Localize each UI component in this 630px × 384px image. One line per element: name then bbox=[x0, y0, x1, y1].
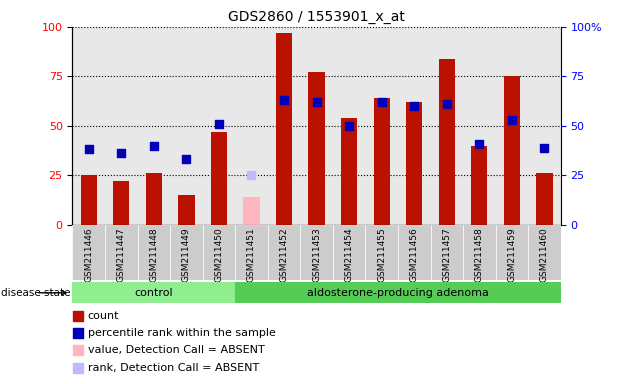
Point bbox=[279, 97, 289, 103]
Bar bbox=[276, 33, 292, 225]
Text: GSM211460: GSM211460 bbox=[540, 227, 549, 282]
Text: GSM211446: GSM211446 bbox=[84, 227, 93, 282]
Point bbox=[214, 121, 224, 127]
Point bbox=[116, 151, 126, 157]
Bar bbox=[105, 225, 137, 280]
Text: percentile rank within the sample: percentile rank within the sample bbox=[88, 328, 276, 338]
Text: GSM211449: GSM211449 bbox=[182, 227, 191, 282]
Bar bbox=[374, 98, 390, 225]
Point bbox=[344, 123, 354, 129]
Bar bbox=[463, 225, 496, 280]
Point bbox=[539, 144, 549, 151]
Point bbox=[442, 101, 452, 107]
Point bbox=[507, 117, 517, 123]
Bar bbox=[496, 225, 528, 280]
Bar bbox=[113, 181, 129, 225]
Text: count: count bbox=[88, 311, 119, 321]
Bar bbox=[243, 197, 260, 225]
Bar bbox=[72, 282, 235, 303]
Bar bbox=[504, 76, 520, 225]
Point bbox=[474, 141, 484, 147]
Bar bbox=[146, 173, 162, 225]
Bar bbox=[471, 146, 488, 225]
Title: GDS2860 / 1553901_x_at: GDS2860 / 1553901_x_at bbox=[228, 10, 405, 25]
Point bbox=[72, 365, 83, 371]
Point bbox=[72, 330, 83, 336]
Bar bbox=[430, 225, 463, 280]
Bar bbox=[406, 102, 422, 225]
Bar bbox=[72, 225, 105, 280]
Bar bbox=[235, 282, 561, 303]
Point bbox=[84, 146, 94, 152]
Bar bbox=[333, 225, 365, 280]
Text: rank, Detection Call = ABSENT: rank, Detection Call = ABSENT bbox=[88, 362, 259, 373]
Text: GSM211450: GSM211450 bbox=[214, 227, 224, 282]
Text: GSM211447: GSM211447 bbox=[117, 227, 126, 282]
Bar bbox=[398, 225, 430, 280]
Text: GSM211456: GSM211456 bbox=[410, 227, 419, 282]
Text: GSM211458: GSM211458 bbox=[475, 227, 484, 282]
Bar bbox=[211, 132, 227, 225]
Bar bbox=[365, 225, 398, 280]
Text: aldosterone-producing adenoma: aldosterone-producing adenoma bbox=[307, 288, 489, 298]
Text: GSM211452: GSM211452 bbox=[280, 227, 289, 282]
Text: GSM211459: GSM211459 bbox=[507, 227, 517, 282]
Bar bbox=[536, 173, 553, 225]
Bar bbox=[268, 225, 301, 280]
Text: control: control bbox=[135, 288, 173, 298]
Bar bbox=[170, 225, 203, 280]
Text: GSM211453: GSM211453 bbox=[312, 227, 321, 282]
Point bbox=[312, 99, 322, 105]
Bar bbox=[203, 225, 235, 280]
Text: value, Detection Call = ABSENT: value, Detection Call = ABSENT bbox=[88, 345, 265, 356]
Bar bbox=[309, 72, 324, 225]
Text: GSM211454: GSM211454 bbox=[345, 227, 353, 282]
Point bbox=[377, 99, 387, 105]
Point bbox=[72, 313, 83, 319]
Point bbox=[72, 347, 83, 353]
Bar bbox=[81, 175, 97, 225]
Bar bbox=[528, 225, 561, 280]
Text: GSM211457: GSM211457 bbox=[442, 227, 451, 282]
Text: GSM211455: GSM211455 bbox=[377, 227, 386, 282]
Point bbox=[181, 156, 192, 162]
Point bbox=[410, 103, 420, 109]
Bar bbox=[178, 195, 195, 225]
Text: disease state: disease state bbox=[1, 288, 71, 298]
Point bbox=[149, 142, 159, 149]
Text: GSM211448: GSM211448 bbox=[149, 227, 158, 282]
Bar bbox=[301, 225, 333, 280]
Text: GSM211451: GSM211451 bbox=[247, 227, 256, 282]
Point bbox=[246, 172, 256, 178]
Bar bbox=[341, 118, 357, 225]
Bar bbox=[438, 58, 455, 225]
Bar bbox=[235, 225, 268, 280]
Bar bbox=[137, 225, 170, 280]
